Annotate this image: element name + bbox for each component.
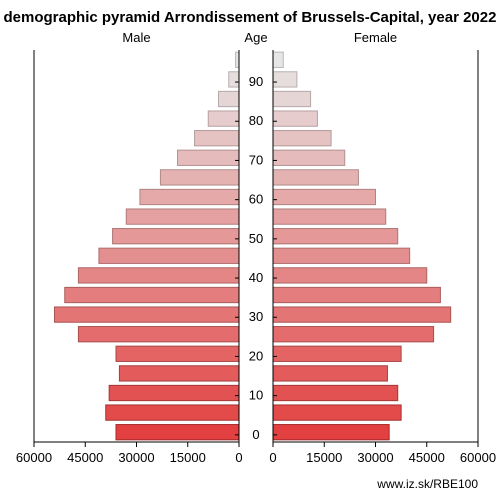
age-tick-label: 70: [249, 152, 263, 167]
x-tick-label: 30000: [357, 450, 393, 465]
male-label: Male: [122, 30, 150, 45]
male-bar: [65, 287, 239, 302]
male-bar: [106, 405, 239, 420]
x-tick-label: 60000: [460, 450, 496, 465]
age-column-label: Age: [244, 30, 267, 45]
male-bar: [99, 248, 239, 263]
female-bar: [273, 268, 427, 283]
pyramid-chart: demographic pyramid Arrondissement of Br…: [0, 0, 500, 500]
x-tick-label: 15000: [170, 450, 206, 465]
female-bar: [273, 425, 389, 440]
female-bar: [273, 366, 387, 381]
male-bar: [116, 346, 239, 361]
x-tick-label: 60000: [16, 450, 52, 465]
male-bar: [236, 52, 239, 67]
male-bar: [116, 425, 239, 440]
female-bar: [273, 327, 434, 342]
male-bar: [219, 91, 240, 106]
male-bar: [160, 170, 239, 185]
male-bar: [195, 131, 239, 146]
female-label: Female: [354, 30, 397, 45]
female-bar: [273, 209, 386, 224]
x-tick-label: 45000: [67, 450, 103, 465]
male-bar: [229, 72, 239, 87]
female-bar: [273, 405, 401, 420]
female-bar: [273, 287, 440, 302]
right-axis-frame: [273, 50, 478, 442]
age-tick-label: 30: [249, 309, 263, 324]
x-tick-label: 0: [269, 450, 276, 465]
x-tick-label: 15000: [306, 450, 342, 465]
female-bar: [273, 248, 410, 263]
female-bar: [273, 150, 345, 165]
female-bar: [273, 91, 311, 106]
female-bar: [273, 52, 283, 67]
age-tick-label: 10: [249, 388, 263, 403]
female-bar: [273, 385, 398, 400]
male-bar: [140, 189, 239, 204]
age-tick-label: 60: [249, 192, 263, 207]
female-bar: [273, 170, 358, 185]
female-bar: [273, 111, 317, 126]
female-bar: [273, 346, 401, 361]
male-bar: [109, 385, 239, 400]
age-tick-label: 0: [252, 427, 259, 442]
age-tick-label: 40: [249, 270, 263, 285]
male-bar: [78, 268, 239, 283]
male-bar: [178, 150, 240, 165]
age-tick-label: 90: [249, 74, 263, 89]
female-bar: [273, 189, 376, 204]
male-bar: [126, 209, 239, 224]
left-axis-frame: [34, 50, 239, 442]
female-bar: [273, 307, 451, 322]
male-bar: [113, 229, 239, 244]
female-bar: [273, 131, 331, 146]
chart-svg: demographic pyramid Arrondissement of Br…: [0, 0, 500, 500]
source-label: www.iz.sk/RBE100: [376, 477, 478, 491]
male-bar: [119, 366, 239, 381]
x-tick-label: 45000: [409, 450, 445, 465]
age-tick-label: 20: [249, 348, 263, 363]
male-bar: [78, 327, 239, 342]
age-tick-label: 50: [249, 231, 263, 246]
age-tick-label: 80: [249, 113, 263, 128]
x-tick-label: 30000: [118, 450, 154, 465]
x-tick-label: 0: [235, 450, 242, 465]
female-bar: [273, 72, 297, 87]
male-bar: [208, 111, 239, 126]
chart-title: demographic pyramid Arrondissement of Br…: [4, 9, 497, 26]
female-bar: [273, 229, 398, 244]
male-bar: [55, 307, 240, 322]
